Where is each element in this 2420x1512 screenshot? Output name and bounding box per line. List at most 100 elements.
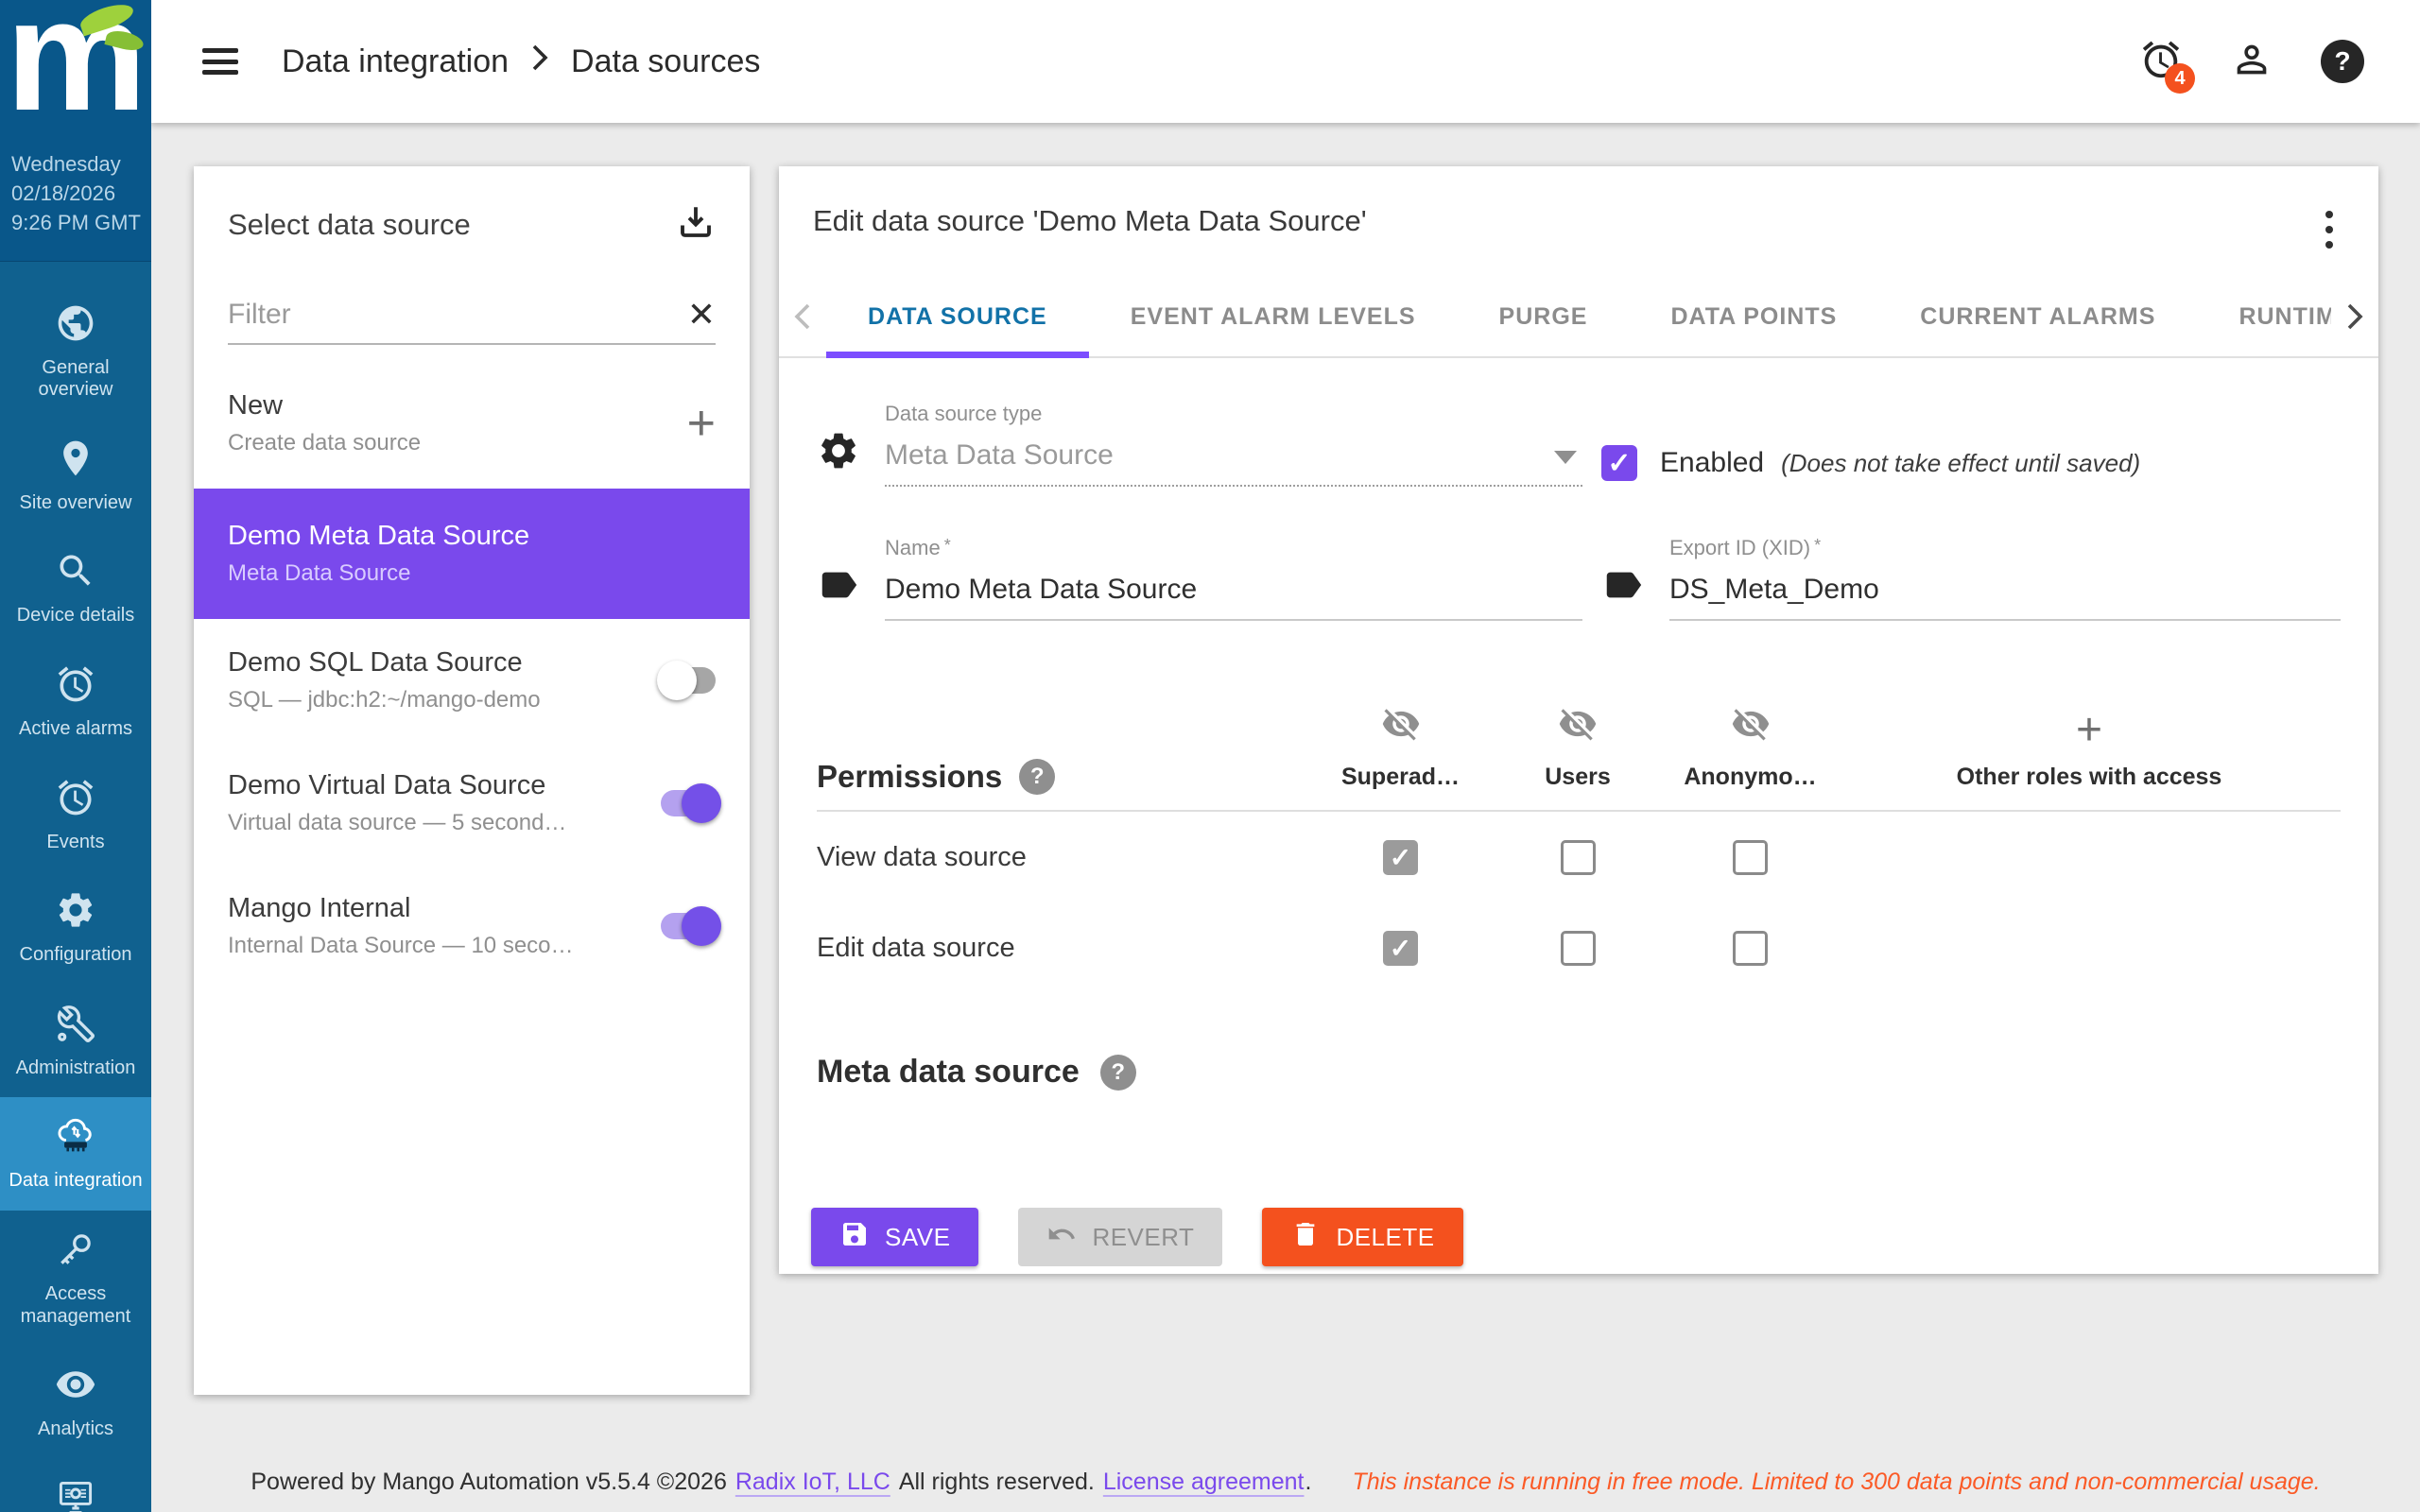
view-anonymous-checkbox[interactable] <box>1733 839 1768 875</box>
alarms-button[interactable]: 4 <box>2136 37 2195 94</box>
sidebar-item-administration[interactable]: Administration <box>0 985 151 1098</box>
tabs-scroll-right-icon[interactable] <box>2331 277 2378 356</box>
list-item-title: Demo Meta Data Source <box>228 521 530 551</box>
enabled-label: Enabled <box>1660 447 1765 478</box>
sidebar-datetime: Wednesday 02/18/2026 9:26 PM GMT <box>0 142 151 242</box>
data-source-type-select[interactable]: Data source type Meta Data Source <box>885 402 1582 487</box>
sidebar-item-general-overview[interactable]: General overview <box>0 284 151 420</box>
sidebar-item-analytics[interactable]: Analytics <box>0 1346 151 1459</box>
enabled-note: (Does not take effect until saved) <box>1781 448 2141 477</box>
editor-actions: SAVE REVERT DELETE <box>779 1208 2378 1266</box>
sidebar-item-label: Administration <box>15 1057 136 1078</box>
name-field: Name * Demo Meta Data Source <box>817 536 1582 621</box>
sidebar-item-data-integration[interactable]: Data integration <box>0 1097 151 1211</box>
undo-icon <box>1046 1219 1077 1256</box>
required-mark: * <box>1814 536 1822 555</box>
list-item-new-data-source[interactable]: New Create data source + <box>194 366 750 481</box>
add-role-icon[interactable]: + <box>2075 704 2103 755</box>
list-item-demo-meta-data-source[interactable]: Demo Meta Data Source Meta Data Source <box>194 489 750 619</box>
permissions-column-superadmin: Superad… <box>1308 704 1493 810</box>
alarm-count-badge: 4 <box>2165 63 2195 94</box>
edit-anonymous-checkbox[interactable] <box>1733 930 1768 966</box>
view-superadmin-checkbox[interactable]: ✓ <box>1383 839 1418 875</box>
sidebar-item-active-alarms[interactable]: Active alarms <box>0 645 151 759</box>
sidebar-item-events[interactable]: Events <box>0 759 151 872</box>
plus-icon: + <box>686 396 716 451</box>
edit-users-checkbox[interactable] <box>1560 930 1596 966</box>
column-label: Other roles with access <box>1956 764 2222 790</box>
license-agreement-link[interactable]: License agreement <box>1102 1468 1305 1495</box>
data-source-list-panel: Select data source ✕ New Create data sou… <box>194 166 750 1395</box>
save-button[interactable]: SAVE <box>811 1208 979 1266</box>
delete-button[interactable]: DELETE <box>1262 1208 1463 1266</box>
user-button[interactable] <box>2227 37 2276 86</box>
radix-iot-link[interactable]: Radix IoT, LLC <box>735 1468 890 1495</box>
more-options-icon[interactable] <box>2314 204 2344 260</box>
list-item-demo-virtual-data-source[interactable]: Demo Virtual Data Source Virtual data so… <box>194 742 750 865</box>
edit-data-source-panel: Edit data source 'Demo Meta Data Source'… <box>779 166 2378 1274</box>
field-label: Name * <box>885 536 951 559</box>
map-pin-icon <box>55 438 96 484</box>
tab-current-alarms[interactable]: CURRENT ALARMS <box>1920 302 2156 330</box>
list-item-title: Mango Internal <box>228 893 411 923</box>
tab-data-points[interactable]: DATA POINTS <box>1670 302 1838 330</box>
trash-icon <box>1290 1219 1321 1256</box>
clear-filter-icon[interactable]: ✕ <box>686 295 716 334</box>
name-input[interactable]: Name * Demo Meta Data Source <box>885 536 1582 621</box>
alarm-clock-icon <box>2139 38 2183 86</box>
list-item-title: Demo SQL Data Source <box>228 647 523 678</box>
tab-purge[interactable]: PURGE <box>1498 302 1588 330</box>
mango-logo[interactable]: m <box>0 0 151 142</box>
import-export-icon[interactable] <box>676 202 716 247</box>
help-icon[interactable]: ? <box>1099 1054 1136 1091</box>
logo-letter-m: m <box>6 0 147 142</box>
revert-button[interactable]: REVERT <box>1018 1208 1223 1266</box>
sidebar-item-device-details[interactable]: Device details <box>0 532 151 645</box>
xid-input[interactable]: Export ID (XID) * DS_Meta_Demo <box>1669 536 2341 621</box>
dropdown-caret-icon <box>1554 451 1577 464</box>
menu-toggle-icon[interactable] <box>202 48 238 75</box>
footer: Powered by Mango Automation v5.5.4 ©2026… <box>151 1452 2420 1512</box>
list-item-mango-internal[interactable]: Mango Internal Internal Data Source — 10… <box>194 865 750 988</box>
sidebar-item-platform-management[interactable]: Platform management <box>0 1459 151 1512</box>
top-bar: Data integration Data sources 4 ? <box>151 0 2420 123</box>
license-period: . <box>1305 1468 1312 1495</box>
floppy-disk-icon <box>839 1219 870 1256</box>
view-users-checkbox[interactable] <box>1560 839 1596 875</box>
field-value: DS_Meta_Demo <box>1669 574 2341 621</box>
breadcrumb-data-integration[interactable]: Data integration <box>282 43 510 79</box>
sidebar-item-label: General overview <box>38 356 113 401</box>
list-item-demo-sql-data-source[interactable]: Demo SQL Data Source SQL — jdbc:h2:~/man… <box>194 619 750 742</box>
list-item-title: Demo Virtual Data Source <box>228 770 546 800</box>
permissions-column-users: Users <box>1493 704 1663 810</box>
sidebar-item-configuration[interactable]: Configuration <box>0 871 151 985</box>
help-button[interactable]: ? <box>2318 37 2367 86</box>
topbar-actions: 4 ? <box>2136 37 2367 94</box>
sidebar-item-site-overview[interactable]: Site overview <box>0 420 151 533</box>
enable-toggle-off[interactable] <box>657 661 716 700</box>
filter-input[interactable] <box>228 299 687 331</box>
panel-title: Select data source <box>228 207 471 241</box>
breadcrumb-data-sources[interactable]: Data sources <box>571 43 761 79</box>
tag-icon <box>1601 563 1647 621</box>
edit-superadmin-checkbox[interactable]: ✓ <box>1383 930 1418 966</box>
sidebar-item-access-management[interactable]: Access management <box>0 1211 151 1346</box>
monitor-gear-icon <box>55 1477 96 1512</box>
date-weekday: Wednesday <box>11 152 121 176</box>
enabled-checkbox[interactable]: ✓ <box>1601 445 1637 481</box>
enable-toggle-on[interactable] <box>661 783 721 823</box>
tab-data-source[interactable]: DATA SOURCE <box>826 277 1089 358</box>
field-value: Demo Meta Data Source <box>885 574 1582 621</box>
alarm-clock-icon <box>55 663 96 710</box>
tabs-scroll-left-icon[interactable] <box>779 277 826 356</box>
help-icon[interactable]: ? <box>1019 759 1056 795</box>
tab-runtime[interactable]: RUNTIME <box>2238 302 2331 330</box>
enable-toggle-on[interactable] <box>661 906 721 946</box>
alarm-clock-icon <box>55 777 96 823</box>
tab-event-alarm-levels[interactable]: EVENT ALARM LEVELS <box>1130 302 1416 330</box>
list-item-subtitle: Internal Data Source — 10 seco… <box>228 933 574 958</box>
help-icon: ? <box>2321 40 2364 83</box>
sidebar-item-label: Device details <box>16 605 135 627</box>
sidebar-item-label: Events <box>46 831 105 852</box>
